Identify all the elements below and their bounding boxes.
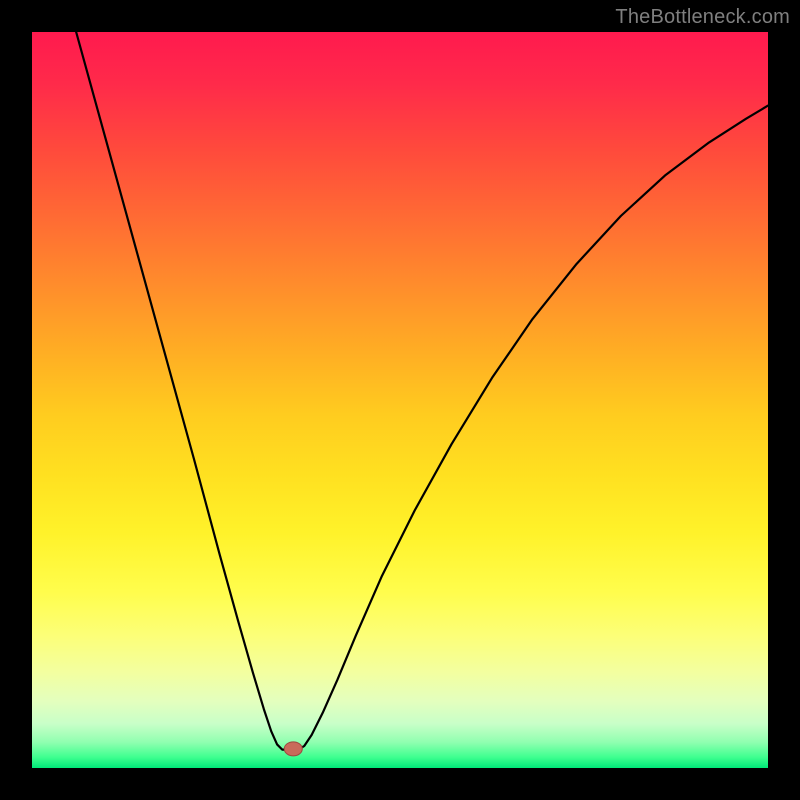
- watermark-text: TheBottleneck.com: [615, 6, 790, 29]
- optimum-marker: [284, 742, 302, 756]
- chart-container: TheBottleneck.com: [0, 0, 800, 800]
- chart-canvas: [0, 0, 800, 800]
- plot-background: [32, 32, 768, 768]
